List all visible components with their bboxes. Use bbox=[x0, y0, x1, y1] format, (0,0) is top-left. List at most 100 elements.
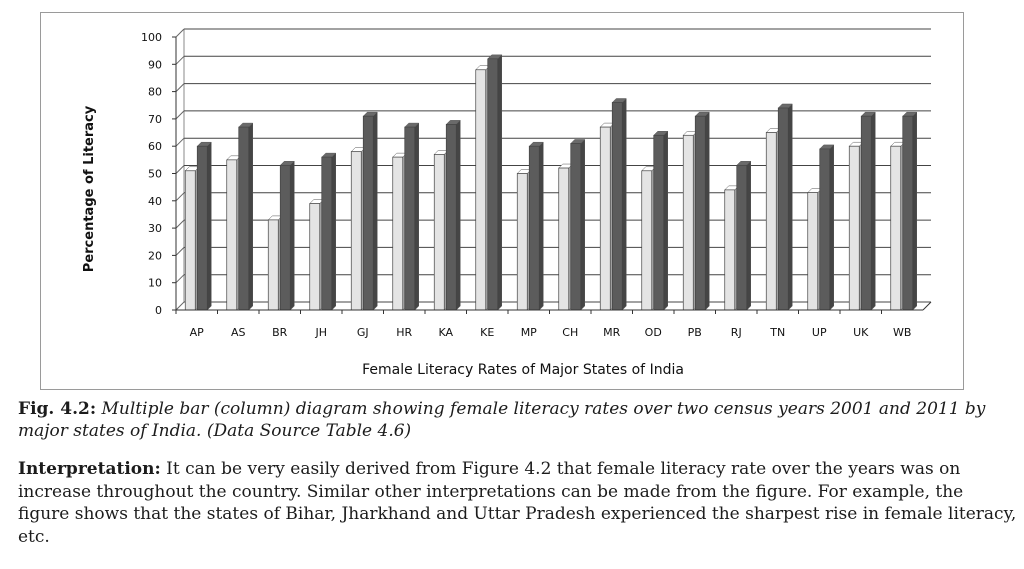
interpretation-paragraph: Interpretation: It can be very easily de… bbox=[18, 458, 1018, 548]
y-tick-label: 90 bbox=[148, 58, 162, 71]
gridline-depth bbox=[175, 55, 185, 65]
bar-ap-1 bbox=[184, 170, 196, 311]
bar-side bbox=[788, 103, 793, 311]
chart-frame: 0 10 20 30 40 50 60 70 80 90 100 AP AS BR JH GJ HR KA KE MP… bbox=[40, 12, 964, 390]
bar-hr-2 bbox=[404, 126, 416, 311]
y-axis-label: Percentage of Literacy bbox=[82, 105, 97, 272]
bar-ch-2 bbox=[570, 143, 582, 311]
bar-ch-1 bbox=[558, 167, 570, 311]
gridline-depth bbox=[175, 165, 185, 174]
x-tick-label: UK bbox=[853, 326, 869, 339]
bar-mp-1 bbox=[516, 173, 528, 311]
x-tick-label: KA bbox=[438, 326, 453, 339]
figure-number: Fig. 4.2: bbox=[18, 399, 97, 419]
bar-side bbox=[871, 111, 876, 311]
bar-side bbox=[414, 122, 419, 311]
x-tick-label: AS bbox=[231, 326, 246, 339]
y-tick-label: 20 bbox=[148, 249, 162, 262]
x-tick-label: CH bbox=[562, 326, 578, 339]
bar-br-1 bbox=[267, 219, 279, 311]
bar-rj-1 bbox=[724, 189, 736, 311]
bar-ka-1 bbox=[433, 154, 445, 311]
x-tick-label: GJ bbox=[357, 326, 369, 339]
bar-mp-2 bbox=[528, 145, 540, 311]
bar-side bbox=[290, 160, 295, 311]
bar-mr-1 bbox=[599, 126, 611, 311]
bar-side bbox=[207, 141, 212, 311]
y-tick-label: 50 bbox=[148, 168, 162, 181]
bar-side bbox=[746, 160, 751, 311]
y-tick-label: 30 bbox=[148, 222, 162, 235]
x-tick-label: RJ bbox=[731, 326, 742, 339]
bar-hr-1 bbox=[392, 156, 404, 311]
x-tick-label: TN bbox=[769, 326, 785, 339]
bar-side bbox=[539, 141, 544, 311]
bar-gj-1 bbox=[350, 151, 362, 311]
figure-caption: Fig. 4.2: Multiple bar (column) diagram … bbox=[18, 398, 1018, 442]
x-tick-label: BR bbox=[272, 326, 288, 339]
bar-ke-2 bbox=[487, 58, 499, 311]
x-tick-label: UP bbox=[812, 326, 827, 339]
y-tick-label: 40 bbox=[148, 195, 162, 208]
y-tick-label: 70 bbox=[148, 113, 162, 126]
x-axis-label: Female Literacy Rates of Major States of… bbox=[362, 362, 684, 378]
y-tick-label: 0 bbox=[155, 304, 162, 317]
bar-tn-2 bbox=[777, 107, 789, 311]
bar-br-2 bbox=[279, 164, 291, 311]
y-tick-label: 60 bbox=[148, 140, 162, 153]
bar-tn-1 bbox=[765, 132, 777, 311]
x-tick-label: PB bbox=[688, 326, 702, 339]
x-tick-label: MP bbox=[521, 326, 537, 339]
bar-up-1 bbox=[807, 192, 819, 311]
bar-side bbox=[622, 97, 627, 311]
x-tick-label: WB bbox=[893, 326, 911, 339]
bar-pb-2 bbox=[694, 115, 706, 311]
gridline-depth bbox=[175, 192, 185, 202]
gridlines bbox=[175, 28, 931, 311]
gridline-depth bbox=[175, 137, 185, 147]
axes: 0 10 20 30 40 50 60 70 80 90 100 AP AS BR JH GJ HR KA KE MP… bbox=[141, 31, 932, 339]
bar-od-1 bbox=[641, 170, 653, 311]
gridline-depth bbox=[175, 83, 185, 92]
x-tick-label: MR bbox=[603, 326, 620, 339]
bar-as-2 bbox=[238, 126, 250, 311]
bar-side bbox=[331, 152, 336, 311]
bar-chart: 0 10 20 30 40 50 60 70 80 90 100 AP AS BR JH GJ HR KA KE MP… bbox=[82, 28, 932, 378]
gridline-depth bbox=[175, 110, 185, 120]
gridline-depth bbox=[175, 301, 185, 311]
bar-gj-2 bbox=[362, 115, 374, 311]
x-tick-label: HR bbox=[396, 326, 412, 339]
x-tick-label: OD bbox=[645, 326, 662, 339]
bar-side bbox=[912, 111, 917, 311]
bar-side bbox=[580, 138, 585, 311]
bar-od-2 bbox=[653, 134, 665, 311]
bar-jh-1 bbox=[309, 203, 321, 311]
gridline-depth bbox=[175, 28, 185, 38]
bar-mr-2 bbox=[611, 102, 623, 311]
y-tick-label: 80 bbox=[148, 86, 162, 99]
x-tick-label: AP bbox=[190, 326, 205, 339]
bars bbox=[184, 54, 918, 311]
bar-side bbox=[663, 130, 668, 311]
gridline-depth bbox=[175, 219, 185, 229]
x-axis-depth bbox=[922, 301, 932, 311]
bar-ap-2 bbox=[196, 145, 208, 311]
x-tick-label: JH bbox=[314, 326, 327, 339]
bar-uk-2 bbox=[860, 115, 872, 311]
bar-side bbox=[248, 122, 253, 311]
interpretation-text: It can be very easily derived from Figur… bbox=[18, 459, 1017, 547]
bar-rj-2 bbox=[736, 164, 748, 311]
bar-wb-1 bbox=[890, 145, 902, 311]
bar-as-1 bbox=[226, 159, 238, 311]
bar-uk-1 bbox=[848, 145, 860, 311]
gridline-depth bbox=[175, 247, 185, 256]
gridline-depth bbox=[175, 274, 185, 284]
bar-ke-1 bbox=[475, 69, 487, 311]
figure-caption-text: Multiple bar (column) diagram showing fe… bbox=[18, 399, 986, 441]
interpretation-lead: Interpretation: bbox=[18, 459, 161, 479]
bar-ka-2 bbox=[445, 124, 457, 311]
x-tick-label: KE bbox=[480, 326, 494, 339]
bar-side bbox=[456, 119, 461, 311]
y-tick-label: 100 bbox=[141, 31, 162, 44]
bar-up-2 bbox=[819, 148, 831, 311]
